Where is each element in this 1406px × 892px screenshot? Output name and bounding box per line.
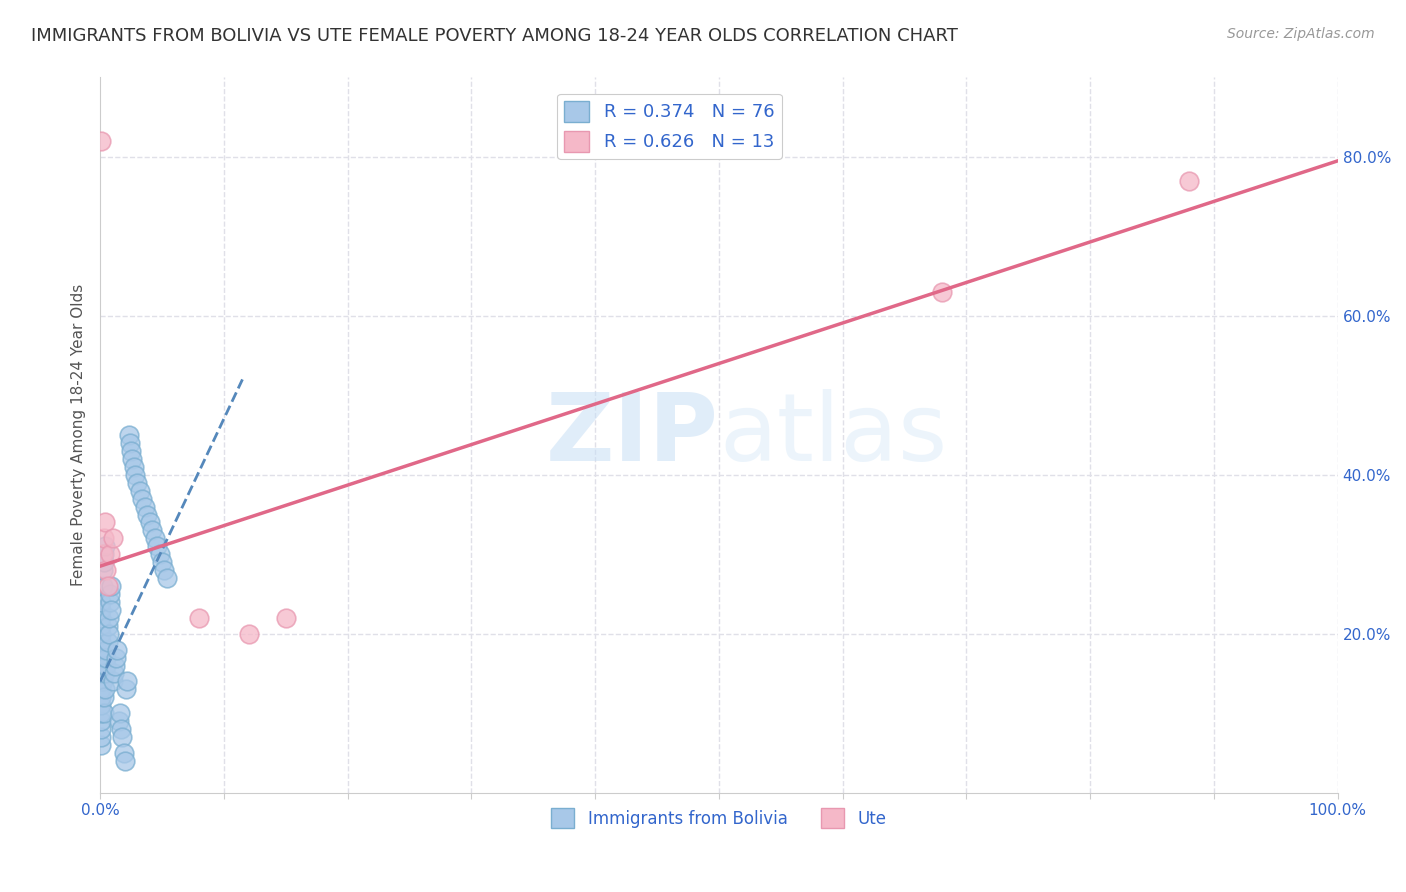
- Point: [96, 642, 118, 657]
- Point: [90, 682, 112, 697]
- Point: [105, 650, 128, 665]
- Point: [100, 579, 122, 593]
- Point: [238, 626, 260, 640]
- Point: [93, 706, 115, 721]
- Point: [98, 587, 121, 601]
- Point: [98, 595, 121, 609]
- Point: [146, 539, 169, 553]
- Point: [100, 603, 122, 617]
- Point: [117, 428, 139, 442]
- Point: [121, 451, 143, 466]
- Point: [96, 634, 118, 648]
- Text: ZIP: ZIP: [546, 389, 718, 481]
- Point: [93, 690, 115, 705]
- Point: [90, 642, 112, 657]
- Point: [111, 730, 134, 744]
- Text: IMMIGRANTS FROM BOLIVIA VS UTE FEMALE POVERTY AMONG 18-24 YEAR OLDS CORRELATION : IMMIGRANTS FROM BOLIVIA VS UTE FEMALE PO…: [31, 27, 957, 45]
- Point: [90, 634, 112, 648]
- Point: [274, 611, 297, 625]
- Point: [90, 611, 112, 625]
- Point: [90, 722, 112, 736]
- Point: [90, 619, 112, 633]
- Point: [90, 658, 112, 673]
- Point: [91, 579, 114, 593]
- Point: [90, 698, 112, 713]
- Point: [112, 746, 135, 760]
- Point: [115, 682, 138, 697]
- Point: [91, 650, 114, 665]
- Point: [131, 491, 153, 506]
- Point: [101, 532, 124, 546]
- Point: [188, 611, 211, 625]
- Point: [96, 579, 118, 593]
- Point: [90, 730, 112, 744]
- Point: [143, 532, 166, 546]
- Point: [98, 547, 121, 561]
- Point: [97, 611, 120, 625]
- Point: [136, 508, 159, 522]
- Point: [91, 658, 114, 673]
- Text: atlas: atlas: [718, 389, 948, 481]
- Point: [150, 555, 173, 569]
- Point: [127, 475, 149, 490]
- Point: [94, 666, 117, 681]
- Point: [96, 650, 118, 665]
- Point: [124, 467, 146, 482]
- Point: [128, 483, 150, 498]
- Point: [90, 603, 112, 617]
- Point: [91, 563, 114, 577]
- Point: [91, 674, 114, 689]
- Point: [138, 516, 160, 530]
- Point: [122, 459, 145, 474]
- Point: [90, 626, 112, 640]
- Text: Source: ZipAtlas.com: Source: ZipAtlas.com: [1227, 27, 1375, 41]
- Point: [94, 682, 117, 697]
- Legend: Immigrants from Bolivia, Ute: Immigrants from Bolivia, Ute: [544, 802, 893, 834]
- Point: [91, 547, 114, 561]
- Point: [90, 738, 112, 752]
- Point: [931, 285, 953, 299]
- Point: [107, 642, 129, 657]
- Point: [93, 555, 115, 569]
- Point: [90, 674, 112, 689]
- Point: [90, 690, 112, 705]
- Point: [90, 714, 112, 728]
- Point: [90, 706, 112, 721]
- Point: [94, 516, 117, 530]
- Point: [94, 539, 117, 553]
- Point: [120, 444, 142, 458]
- Point: [97, 626, 120, 640]
- Point: [108, 706, 131, 721]
- Point: [96, 619, 118, 633]
- Point: [90, 666, 112, 681]
- Point: [107, 714, 129, 728]
- Point: [90, 650, 112, 665]
- Point: [148, 547, 170, 561]
- Point: [117, 674, 139, 689]
- Point: [134, 500, 156, 514]
- Point: [96, 658, 118, 673]
- Point: [93, 532, 115, 546]
- Point: [101, 674, 124, 689]
- Point: [96, 563, 118, 577]
- Point: [1178, 174, 1201, 188]
- Point: [90, 666, 112, 681]
- Point: [153, 563, 176, 577]
- Point: [103, 666, 125, 681]
- Point: [141, 524, 163, 538]
- Point: [91, 666, 114, 681]
- Point: [114, 754, 136, 768]
- Point: [93, 547, 115, 561]
- Point: [110, 722, 132, 736]
- Point: [90, 134, 112, 148]
- Point: [104, 658, 127, 673]
- Point: [118, 436, 141, 450]
- Point: [156, 571, 179, 585]
- Point: [90, 595, 112, 609]
- Y-axis label: Female Poverty Among 18-24 Year Olds: Female Poverty Among 18-24 Year Olds: [72, 284, 86, 586]
